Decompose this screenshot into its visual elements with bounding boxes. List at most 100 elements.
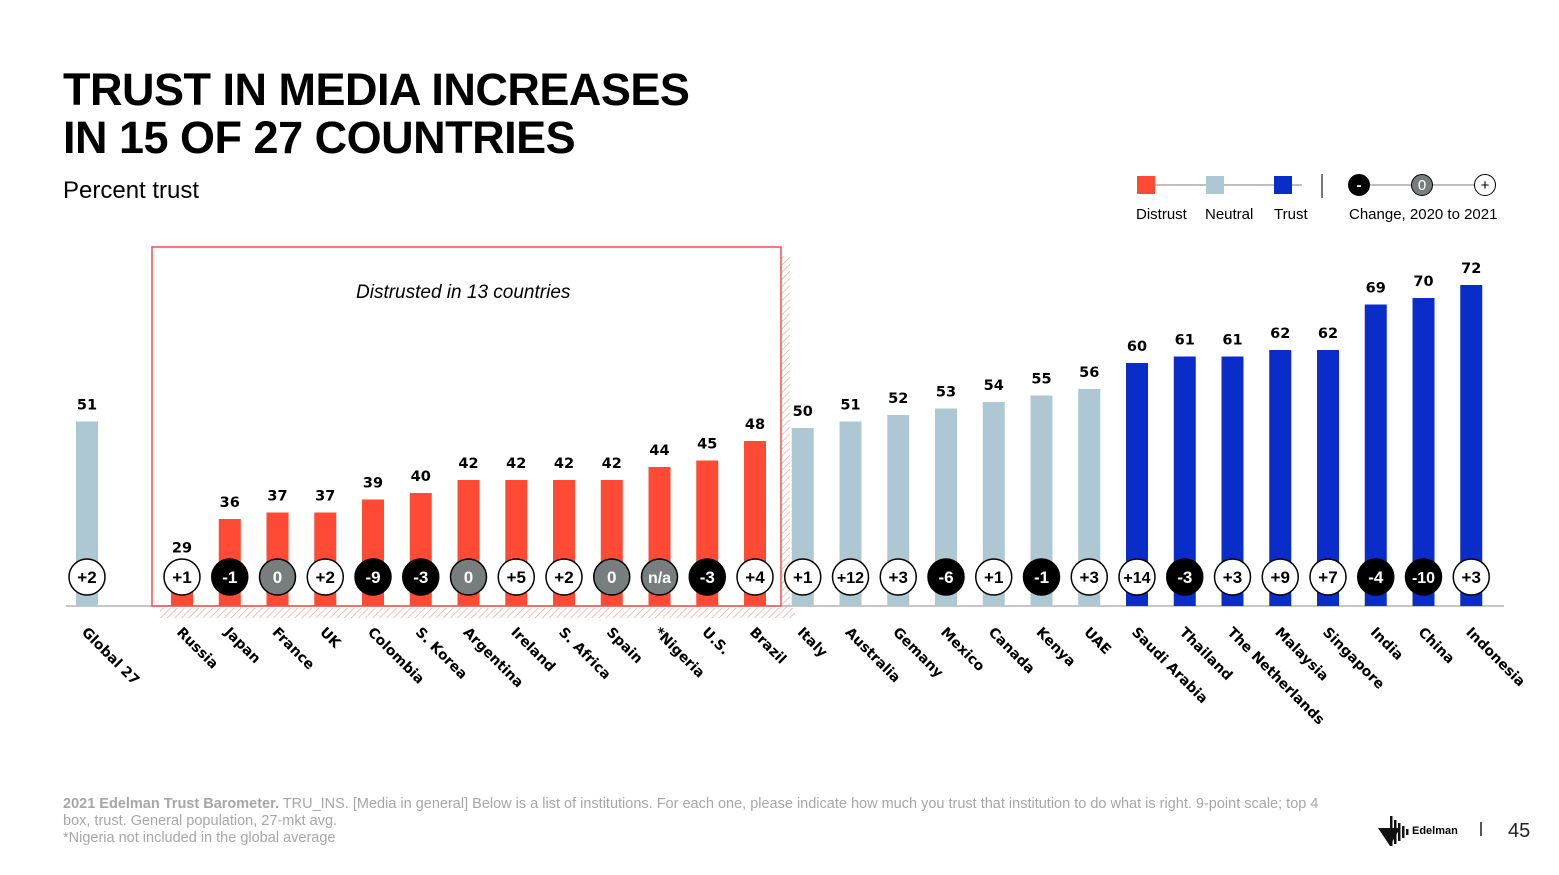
- page-subtitle: Percent trust: [63, 177, 200, 204]
- callout-label: Distrusted in 13 countries: [356, 282, 571, 303]
- page-title: TRUST IN MEDIA INCREASES IN 15 OF 27 COU…: [63, 64, 690, 163]
- change-label: 0: [273, 568, 282, 587]
- change-badge: [497, 558, 535, 596]
- value-label: 48: [745, 417, 765, 433]
- value-label: 62: [1318, 326, 1338, 342]
- change-badge: [879, 558, 917, 596]
- legend-swatch-trust: [1274, 176, 1292, 194]
- value-label: 42: [506, 456, 526, 472]
- bar-indonesia: [1460, 285, 1483, 606]
- category-label: The Netherlands: [1224, 625, 1328, 729]
- change-badge: [927, 558, 965, 596]
- bar-malaysia: [1269, 350, 1292, 606]
- value-label: 53: [936, 385, 956, 401]
- category-label: Indonesia: [1462, 625, 1528, 691]
- change-label: -6: [938, 568, 953, 587]
- category-label: UK: [316, 625, 344, 653]
- callout-shadow-right: [782, 256, 790, 608]
- category-label: U.S.: [698, 625, 732, 659]
- value-label: 55: [1031, 372, 1051, 388]
- change-label: +1: [793, 568, 812, 587]
- change-label: +3: [1223, 568, 1242, 587]
- change-badge: [1404, 558, 1443, 596]
- bar-thailand: [1173, 356, 1196, 606]
- category-label: Kenya: [1033, 625, 1079, 671]
- category-label: UAE: [1080, 625, 1113, 658]
- footnote: 2021 Edelman Trust Barometer. TRU_INS. […: [63, 796, 1333, 847]
- change-badge: [1309, 558, 1347, 596]
- footnote-note: *Nigeria not included in the global aver…: [63, 830, 336, 846]
- change-label: +9: [1271, 568, 1290, 587]
- change-badge: [306, 558, 344, 596]
- change-badge: [1022, 558, 1061, 596]
- value-label: 45: [697, 437, 717, 453]
- change-badge: [68, 558, 106, 596]
- change-label: -1: [1034, 568, 1049, 587]
- bar-china: [1412, 298, 1435, 606]
- value-label: 42: [602, 456, 622, 472]
- value-label: 61: [1175, 333, 1195, 349]
- change-badge: [211, 558, 249, 596]
- value-label: 54: [984, 378, 1004, 394]
- change-label: +12: [837, 570, 864, 587]
- change-badge: [402, 558, 440, 596]
- bar-singapore: [1317, 350, 1339, 606]
- change-label: +1: [984, 568, 1003, 587]
- change-badge: [545, 558, 583, 596]
- bar-the-netherlands: [1221, 356, 1244, 606]
- footer-divider: [1480, 822, 1482, 836]
- change-label: +3: [1462, 568, 1481, 587]
- category-label: Global 27: [78, 625, 142, 689]
- change-label: -1: [222, 568, 237, 587]
- change-label: 0: [607, 568, 616, 587]
- value-label: 51: [77, 398, 97, 414]
- bar-india: [1364, 304, 1387, 606]
- brand-name: Edelman: [1412, 825, 1458, 837]
- change-label: +2: [316, 568, 335, 587]
- value-label: 44: [649, 443, 669, 459]
- bar-gemany: [887, 415, 910, 606]
- change-badge: [1452, 558, 1490, 596]
- change-label: +3: [1080, 568, 1099, 587]
- change-label: 0: [464, 568, 473, 587]
- value-label: 62: [1270, 326, 1290, 342]
- change-label: +4: [745, 568, 765, 587]
- change-badge: [258, 558, 297, 596]
- category-label: *Nigeria: [651, 625, 708, 682]
- change-badge: [736, 558, 774, 596]
- change-badge: [1070, 558, 1108, 596]
- legend-change-positive-icon: +: [1474, 174, 1496, 196]
- legend: Distrust Neutral Trust - 0 + Change, 202…: [1128, 170, 1528, 230]
- change-label: -9: [365, 568, 380, 587]
- legend-label-neutral: Neutral: [1205, 206, 1254, 223]
- value-label: 39: [363, 476, 383, 492]
- category-label: China: [1415, 625, 1458, 668]
- change-badge: [354, 558, 392, 596]
- change-badge: [688, 558, 726, 596]
- edelman-logo-icon: [1378, 816, 1409, 846]
- value-label: 42: [554, 456, 574, 472]
- value-label: 37: [315, 489, 335, 505]
- bar-canada: [982, 402, 1005, 606]
- legend-swatch-distrust: [1137, 176, 1155, 194]
- category-label: Russia: [173, 625, 221, 673]
- bar-kenya: [1030, 395, 1053, 606]
- change-badge: [163, 558, 201, 596]
- change-label: +2: [77, 568, 96, 587]
- value-label: 50: [793, 404, 813, 420]
- callout-shadow-bottom: [160, 608, 795, 618]
- change-label: +3: [889, 568, 908, 587]
- value-label: 56: [1079, 365, 1099, 381]
- bar-saudi-arabia: [1126, 363, 1148, 606]
- value-label: 61: [1222, 333, 1242, 349]
- change-label: +5: [507, 568, 526, 587]
- change-badge: [1166, 558, 1204, 596]
- change-label: +14: [1123, 570, 1150, 587]
- change-label: +2: [554, 568, 573, 587]
- change-label: -3: [1177, 568, 1192, 587]
- value-label: 40: [411, 469, 431, 485]
- change-badge: [593, 558, 631, 596]
- category-label: Spain: [603, 625, 646, 668]
- legend-connector-line: [1146, 184, 1302, 186]
